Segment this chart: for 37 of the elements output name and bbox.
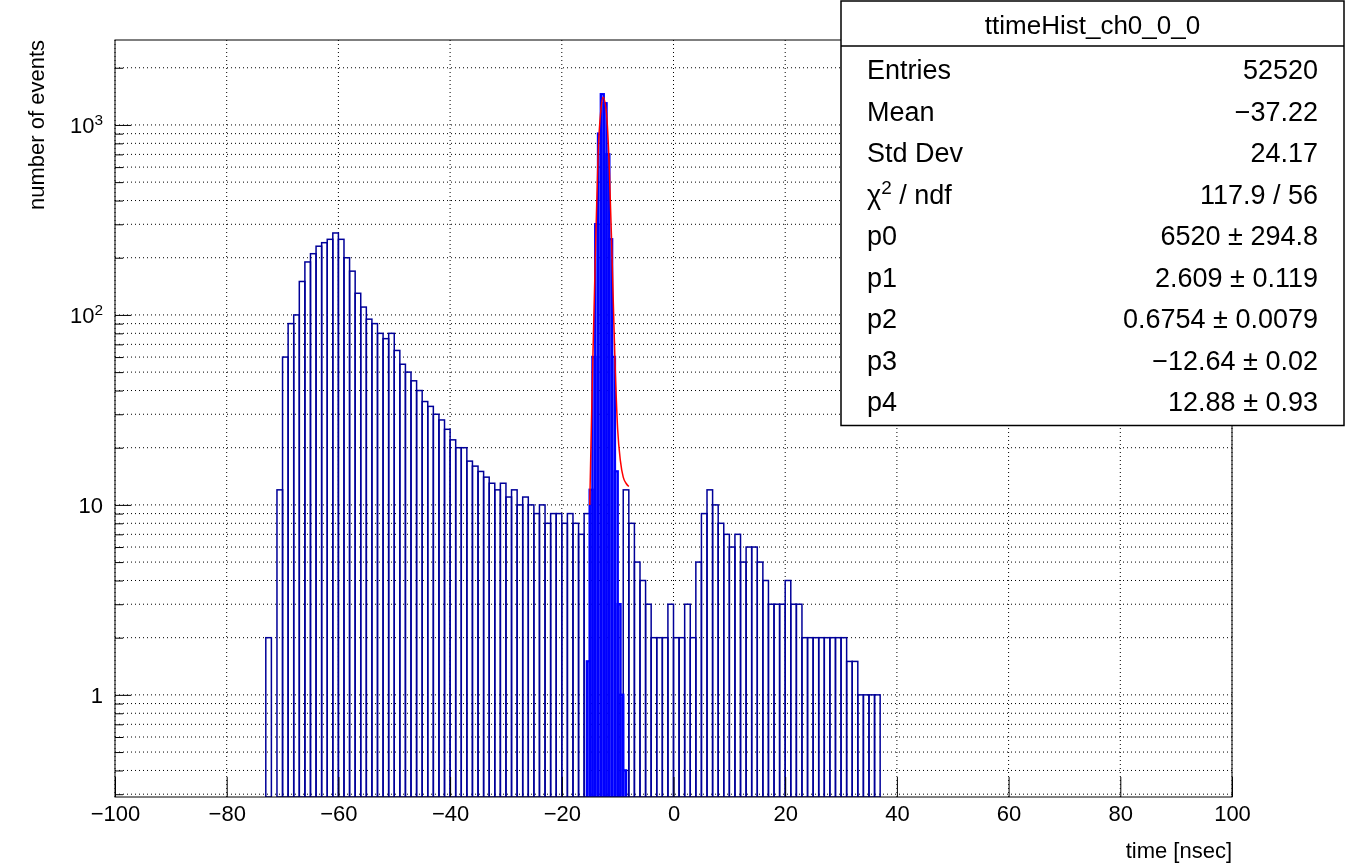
- y-tick-label: 10$^{3}$: [69, 110, 103, 139]
- x-tick-label: 0: [667, 800, 681, 826]
- text: 52520: [1242, 55, 1318, 85]
- annotation: 117.9 / 56: [1199, 179, 1318, 210]
- x-tick-label: −40: [431, 800, 470, 826]
- annotation: 0.6754 ± 0.0079: [1123, 304, 1318, 334]
- annotation: 6520 ± 294.8: [1160, 221, 1318, 251]
- annotation: p2: [867, 304, 898, 334]
- x-tick-label: 80: [1108, 800, 1134, 826]
- annotation: p4: [867, 387, 898, 417]
- annotation: Std Dev: [867, 138, 964, 168]
- line-series: [588, 96, 630, 506]
- annotation: p1: [867, 262, 898, 293]
- y-tick-label: 10$^{2}$: [69, 300, 103, 329]
- x-axis-title: time [nsec]: [1125, 838, 1232, 863]
- x-tick-label: −60: [320, 800, 358, 826]
- annotation: Mean: [867, 96, 935, 127]
- x-tick-label: 40: [885, 800, 910, 826]
- y-axis-title: number of events: [24, 40, 49, 210]
- annotation: −12.64 ± 0.02: [1152, 345, 1318, 376]
- text: 24.17: [1250, 138, 1318, 168]
- annotation: Entries: [867, 55, 952, 85]
- annotation: 2.609 ± 0.119: [1155, 262, 1318, 293]
- y-tick-label: 1: [90, 683, 103, 709]
- annotation: 12.88 ± 0.93: [1168, 387, 1318, 417]
- x-tick-label: 60: [996, 800, 1022, 826]
- annotation: χ$^{2}$ / ndf: [867, 176, 953, 210]
- x-tick-label: 100: [1214, 800, 1251, 826]
- x-tick-label: −80: [208, 800, 246, 826]
- annotation: p0: [867, 221, 898, 251]
- x-tick-label: −100: [90, 800, 141, 826]
- text: −37.22: [1234, 96, 1318, 127]
- x-tick-label: 20: [773, 800, 798, 826]
- chart-title: ttimeHist_ch0_0_0: [984, 10, 1201, 40]
- y-tick-label: 10: [78, 493, 103, 519]
- x-tick-label: −20: [543, 800, 581, 826]
- annotation: p3: [867, 345, 898, 376]
